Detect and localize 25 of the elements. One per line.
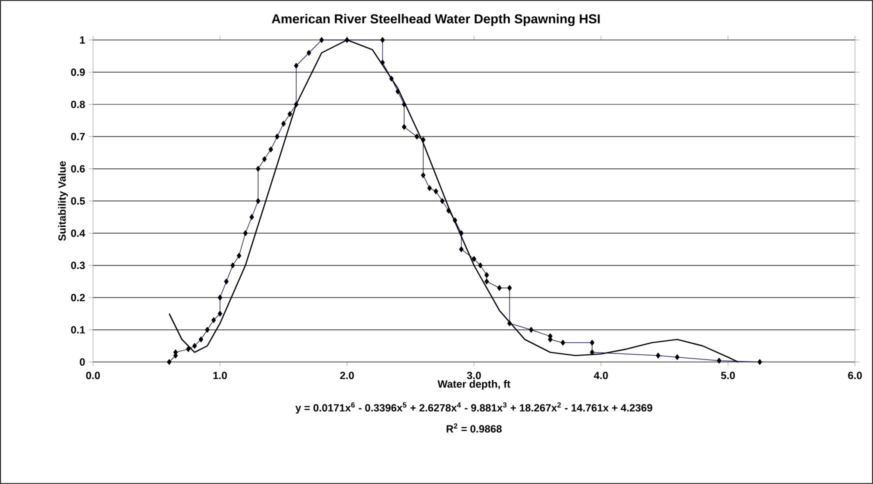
x-tick-label: 6.0 [848, 372, 862, 380]
x-axis-title: Water depth, ft [438, 380, 510, 390]
y-tick-label: 0.4 [71, 229, 86, 237]
y-tick-label: 0.8 [71, 100, 85, 108]
y-tick-label: 0.3 [71, 262, 85, 270]
x-tick-label: 0.0 [86, 372, 100, 380]
y-tick-label: 0.9 [71, 68, 85, 76]
x-tick-label: 4.0 [594, 372, 608, 380]
chart-title: American River Steelhead Water Depth Spawning HSI [272, 14, 600, 26]
y-tick-label: 1 [80, 36, 85, 44]
text: y = 0.0171x$^{6}$ - 0.3396x$^{5}$ + 2.6278x$^{4}$ - 9.881x$^{3}$ + 18.267x$^{2}$ - 14.761x + 4.2369 [295, 402, 652, 414]
y-tick-label: 0 [80, 358, 85, 366]
y-tick-label: 0.5 [71, 197, 85, 205]
text: R$^{2}$ = 0.9868 [446, 423, 502, 433]
x-tick-label: 3.0 [466, 372, 481, 380]
y-tick-label: 0.6 [71, 165, 85, 172]
y-tick-label: 0.2 [71, 294, 85, 302]
y-axis-title: Suitability Value [58, 161, 68, 241]
x-tick-label: 2.0 [340, 372, 354, 380]
point [344, 37, 350, 43]
y-tick-label: 0.7 [71, 132, 85, 140]
point [294, 101, 298, 108]
x-tick-label: 5.0 [721, 372, 735, 380]
y-tick-label: 0.1 [71, 326, 85, 334]
x-tick-label: 1.0 [213, 372, 227, 380]
